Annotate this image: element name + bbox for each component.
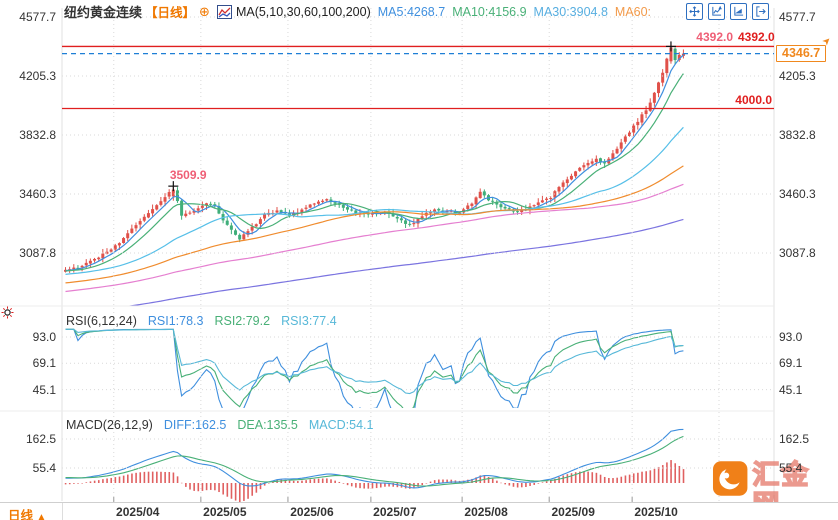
ma5-value: MA5:4268.7 <box>377 4 446 19</box>
rsi1-value: RSI1:78.3 <box>147 314 204 328</box>
rsi-axis-label-right: 93.0 <box>779 330 803 344</box>
ma60-value: MA60: <box>614 4 652 19</box>
rsi-axis-label-right: 69.1 <box>779 356 803 371</box>
ma10-value: MA10:4156.9 <box>452 4 527 19</box>
macd-axis-label-right: 162.5 <box>779 431 810 446</box>
period-tag[interactable]: 【日线】 <box>145 6 196 20</box>
macd-value: MACD:54.1 <box>308 418 374 432</box>
dea-value: DEA:135.5 <box>237 418 298 432</box>
price-axis-label-left: 3832.8 <box>19 127 56 142</box>
x-axis-label: 2025/08 <box>464 505 508 519</box>
x-axis-label: 2025/09 <box>551 505 595 519</box>
price-axis-label-right: 4205.3 <box>779 68 816 83</box>
axis-play-icon[interactable] <box>730 3 747 20</box>
price-axis-label-right: 3087.8 <box>779 246 816 260</box>
axis-chart-icon[interactable] <box>708 3 725 20</box>
price-axis-label-right: 4577.7 <box>779 10 816 24</box>
x-axis-label: 2025/05 <box>203 505 247 519</box>
time-axis-bar <box>0 502 838 520</box>
x-axis-label: 2025/06 <box>290 505 334 519</box>
period-tab[interactable]: 日线 ▲ <box>8 509 47 520</box>
price-axis-label-right: 3832.8 <box>779 127 816 142</box>
instrument-title: 纽约黄金连续 <box>64 5 143 20</box>
rsi2-value: RSI2:79.2 <box>214 314 271 328</box>
exit-icon[interactable] <box>752 3 769 20</box>
mini-chart-icon[interactable] <box>216 4 232 19</box>
chart-header: 纽约黄金连续 【日线】 ⊕ MA(5,10,30,60,100,200) MA5… <box>64 2 651 21</box>
rsi-axis-label-right: 45.1 <box>779 382 803 397</box>
support-line-label: 4000.0 <box>735 92 772 107</box>
x-axis-label: 2025/07 <box>373 505 417 519</box>
rsi-settings-icon[interactable] <box>1 306 14 324</box>
ma-group-label: MA(5,10,30,60,100,200) <box>235 4 371 19</box>
pan-icon[interactable] <box>686 3 703 20</box>
ma30-value: MA30:3904.8 <box>533 4 608 19</box>
price-axis-label-right: 3460.3 <box>779 186 816 201</box>
price-axis-label-left: 4577.7 <box>19 10 56 24</box>
add-indicator-icon[interactable]: ⊕ <box>199 3 210 19</box>
rsi-axis-label-left: 45.1 <box>32 382 56 397</box>
last-price-box: 4346.7 <box>776 45 827 63</box>
rsi-header: RSI(6,12,24) RSI1:78.3 RSI2:79.2 RSI3:77… <box>66 314 337 328</box>
rsi-label[interactable]: RSI(6,12,24) <box>66 314 137 328</box>
x-axis-label: 2025/10 <box>634 505 678 519</box>
macd-label[interactable]: MACD(26,12,9) <box>66 418 153 432</box>
price-axis-label-left: 3460.3 <box>19 186 56 201</box>
macd-axis-label-left: 55.4 <box>32 460 56 475</box>
x-axis-label: 2025/04 <box>116 505 160 519</box>
resistance-line-label: 4392.0 <box>696 30 733 45</box>
macd-axis-label-left: 162.5 <box>25 431 56 446</box>
price-axis-label-left: 3087.8 <box>19 246 56 260</box>
rsi-axis-label-left: 69.1 <box>32 356 56 371</box>
peak-annotation: 3509.9 <box>169 168 207 183</box>
chart-toolbar <box>684 3 769 20</box>
diff-value: DIFF:162.5 <box>163 418 227 432</box>
axis-separator <box>62 503 63 520</box>
macd-header: MACD(26,12,9) DIFF:162.5 DEA:135.5 MACD:… <box>66 418 373 432</box>
resistance-axis-label: 4392.0 <box>738 30 775 45</box>
price-axis-label-left: 4205.3 <box>19 68 56 83</box>
macd-axis-label-right: 55.4 <box>779 460 803 475</box>
rsi-axis-label-left: 93.0 <box>32 330 56 344</box>
rsi3-value: RSI3:77.4 <box>281 314 337 328</box>
